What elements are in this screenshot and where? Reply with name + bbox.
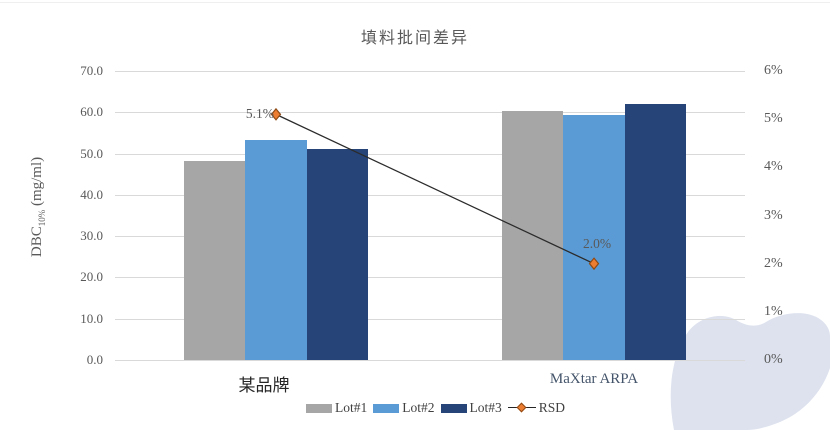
- left-axis-tick: 10.0: [80, 310, 103, 326]
- right-axis-tick: 1%: [764, 303, 783, 319]
- gridline: [115, 360, 745, 361]
- legend-swatch-lot1-icon: [306, 403, 332, 413]
- category-label: 某品牌: [238, 376, 290, 395]
- legend-label: Lot#1: [335, 400, 368, 415]
- left-axis-tick: 50.0: [80, 145, 103, 161]
- gridline: [115, 71, 745, 72]
- category-label: MaXtar ARPA: [549, 371, 639, 387]
- right-axis-tick: 6%: [764, 63, 783, 78]
- chart-title: 填料批间差异: [360, 30, 469, 47]
- legend-rsd-marker-icon: [507, 402, 536, 413]
- left-axis-title: DBC10% (mg/ml): [29, 121, 47, 293]
- gridline: [115, 318, 745, 320]
- legend-swatch-lot3-icon: [440, 403, 467, 413]
- bar-lot2-cat1: [245, 139, 307, 360]
- right-axis-tick: 2%: [764, 255, 783, 271]
- left-axis-tick: 0.0: [86, 352, 103, 367]
- left-axis-title-prefix: DBC: [29, 226, 45, 258]
- bar-lot1-cat2: [501, 110, 564, 360]
- legend-label: Lot#2: [402, 400, 435, 415]
- legend-item-lot1: Lot#1: [306, 400, 367, 416]
- left-axis-tick: 60.0: [80, 104, 103, 120]
- page-top-divider: [0, 2, 830, 3]
- legend-label: Lot#3: [469, 400, 502, 415]
- bar-lot3-cat1: [306, 149, 369, 360]
- bar-lot1-cat1: [183, 160, 246, 360]
- legend-item-rsd: RSD: [507, 400, 566, 416]
- right-axis-tick: 4%: [764, 159, 783, 175]
- left-axis-tick: 40.0: [80, 186, 103, 202]
- left-axis-title-units: (mg/ml): [29, 156, 45, 210]
- left-axis-title-subscript: 10%: [37, 209, 47, 227]
- gridline: [115, 277, 745, 279]
- right-axis-tick: 0%: [764, 352, 783, 367]
- right-axis-tick: 5%: [764, 111, 783, 127]
- legend: Lot#1 Lot#2 Lot#3 RSD: [306, 400, 565, 416]
- rsd-data-label: 5.1%: [245, 106, 274, 121]
- legend-label: RSD: [538, 400, 566, 415]
- left-axis-tick: 70.0: [80, 63, 103, 78]
- left-axis-tick: 20.0: [80, 269, 103, 285]
- legend-swatch-lot2-icon: [373, 403, 400, 413]
- rsd-data-label: 2.0%: [583, 236, 612, 251]
- right-axis-tick: 3%: [764, 207, 783, 223]
- left-axis-tick: 30.0: [80, 228, 103, 244]
- gridline: [115, 112, 745, 114]
- bar-lot3-cat2: [624, 104, 687, 360]
- legend-item-lot2: Lot#2: [373, 400, 435, 416]
- legend-item-lot3: Lot#3: [440, 400, 502, 416]
